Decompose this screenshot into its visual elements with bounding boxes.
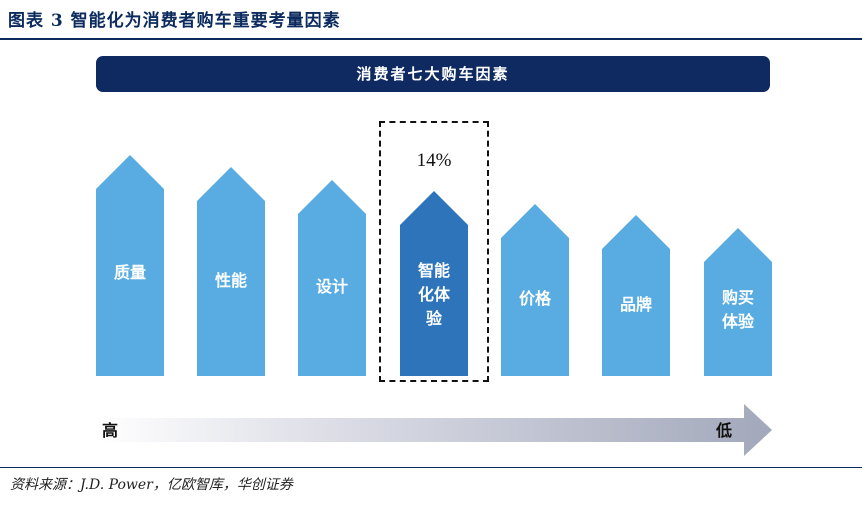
- source-note: 资料来源：J.D. Power，亿欧智库，华创证券: [10, 477, 293, 493]
- factor-label: 设计: [315, 277, 348, 296]
- factor-arrow-design: 设计: [298, 180, 366, 376]
- factor-label: 智能 化体 验: [417, 261, 450, 328]
- highlight-value: 14%: [416, 150, 452, 171]
- figure-title: 图表 3 智能化为消费者购车重要考量因素: [8, 11, 341, 31]
- factor-arrow-price: 价格: [501, 204, 569, 376]
- diagram-banner: 消费者七大购车因素: [96, 56, 770, 92]
- factor-arrow-purchase-experience: 购买 体验: [704, 228, 772, 376]
- scale-high-label: 高: [102, 421, 119, 440]
- bottom-divider: [0, 467, 862, 468]
- factor-arrow-brand: 品牌: [602, 215, 670, 376]
- factor-label: 价格: [518, 289, 551, 308]
- factor-arrow-quality: 质量: [96, 155, 164, 376]
- importance-scale-arrow: [96, 404, 772, 456]
- highlight-dashed-box: [379, 121, 489, 382]
- factor-arrow-performance: 性能: [197, 167, 265, 376]
- factor-label: 购买 体验: [721, 288, 754, 331]
- factor-label: 品牌: [619, 295, 652, 314]
- factor-label: 质量: [113, 263, 146, 282]
- scale-low-label: 低: [716, 421, 733, 440]
- factor-label: 性能: [214, 271, 247, 290]
- top-divider: [0, 38, 862, 40]
- factor-arrow-smart-experience: 智能 化体 验: [400, 191, 468, 376]
